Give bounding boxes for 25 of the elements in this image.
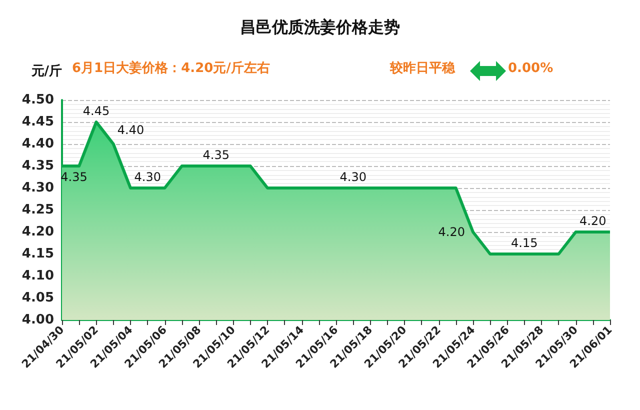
y-tick-label: 4.15 <box>22 246 54 262</box>
y-tick-label: 4.05 <box>22 290 54 306</box>
data-label: 4.15 <box>511 236 538 250</box>
y-tick-label: 4.30 <box>22 180 54 196</box>
text: 6月1日大姜价格：4.20元/斤左右 <box>72 60 270 76</box>
y-axis-title: 元/斤 <box>30 63 62 79</box>
data-label: 4.35 <box>60 170 88 184</box>
y-tick-label: 4.40 <box>22 136 54 152</box>
data-label: 4.40 <box>117 123 144 137</box>
data-label: 4.45 <box>82 104 110 118</box>
y-tick-label: 4.45 <box>22 114 54 130</box>
text: 0.00% <box>508 61 554 76</box>
data-label: 4.30 <box>340 170 366 184</box>
chart-title: 昌邑优质洗姜价格走势 <box>240 18 400 36</box>
y-tick-label: 4.35 <box>22 158 54 174</box>
y-tick-label: 4.25 <box>22 202 54 218</box>
data-label: 4.35 <box>202 148 230 162</box>
y-tick-label: 4.50 <box>22 92 54 108</box>
data-label: 4.20 <box>438 225 465 239</box>
y-tick-label: 4.20 <box>22 224 54 240</box>
y-tick-label: 4.10 <box>22 268 54 284</box>
text: 较昨日平稳 <box>389 60 456 76</box>
data-label: 4.30 <box>134 170 161 184</box>
data-label: 4.20 <box>580 214 606 228</box>
y-tick-label: 4.00 <box>22 312 54 328</box>
